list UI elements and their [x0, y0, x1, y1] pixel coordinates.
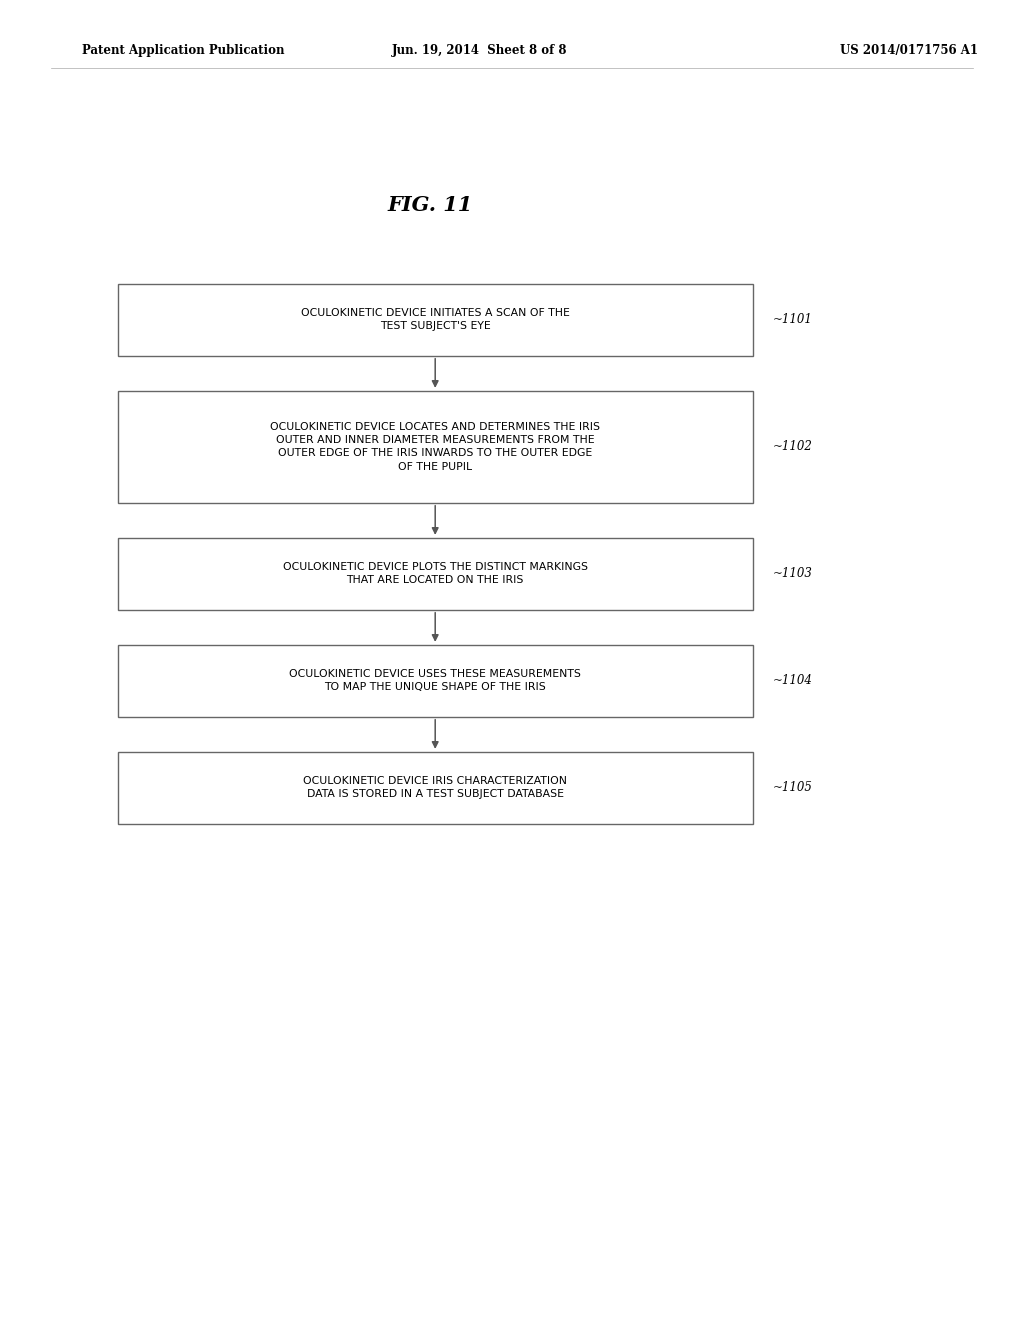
Text: OCULOKINETIC DEVICE IRIS CHARACTERIZATION
DATA IS STORED IN A TEST SUBJECT DATAB: OCULOKINETIC DEVICE IRIS CHARACTERIZATIO… — [303, 776, 567, 800]
Text: OCULOKINETIC DEVICE INITIATES A SCAN OF THE
TEST SUBJECT'S EYE: OCULOKINETIC DEVICE INITIATES A SCAN OF … — [301, 308, 569, 331]
Text: ~1104: ~1104 — [773, 675, 813, 688]
Text: OCULOKINETIC DEVICE LOCATES AND DETERMINES THE IRIS
OUTER AND INNER DIAMETER MEA: OCULOKINETIC DEVICE LOCATES AND DETERMIN… — [270, 422, 600, 471]
Text: ~1103: ~1103 — [773, 568, 813, 581]
FancyBboxPatch shape — [118, 752, 753, 824]
Text: US 2014/0171756 A1: US 2014/0171756 A1 — [840, 44, 978, 57]
Text: OCULOKINETIC DEVICE USES THESE MEASUREMENTS
TO MAP THE UNIQUE SHAPE OF THE IRIS: OCULOKINETIC DEVICE USES THESE MEASUREME… — [289, 669, 582, 693]
Text: Patent Application Publication: Patent Application Publication — [82, 44, 285, 57]
Text: FIG. 11: FIG. 11 — [387, 194, 473, 215]
Text: ~1105: ~1105 — [773, 781, 813, 795]
Text: Jun. 19, 2014  Sheet 8 of 8: Jun. 19, 2014 Sheet 8 of 8 — [391, 44, 567, 57]
Text: OCULOKINETIC DEVICE PLOTS THE DISTINCT MARKINGS
THAT ARE LOCATED ON THE IRIS: OCULOKINETIC DEVICE PLOTS THE DISTINCT M… — [283, 562, 588, 585]
Text: ~1101: ~1101 — [773, 313, 813, 326]
FancyBboxPatch shape — [118, 284, 753, 356]
FancyBboxPatch shape — [118, 537, 753, 610]
FancyBboxPatch shape — [118, 644, 753, 717]
Text: ~1102: ~1102 — [773, 441, 813, 453]
FancyBboxPatch shape — [118, 391, 753, 503]
